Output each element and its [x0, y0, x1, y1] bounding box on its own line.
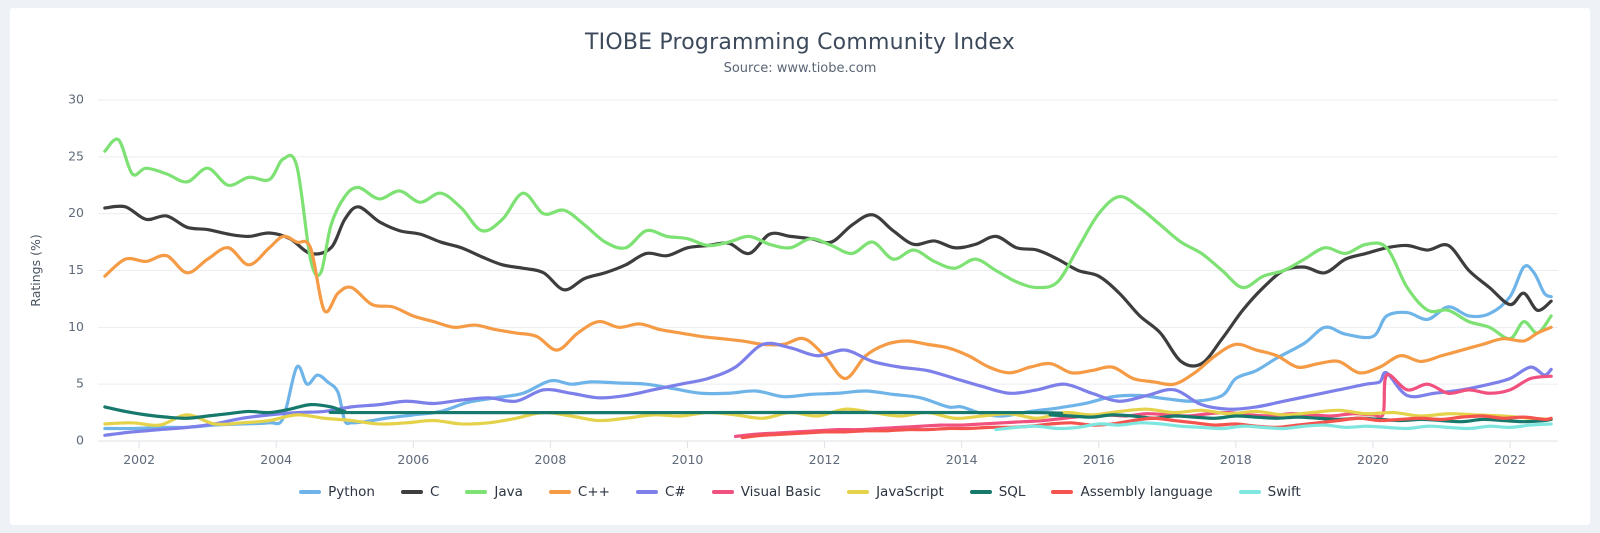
- x-axis-tick-label: 2014: [946, 452, 978, 467]
- y-axis-tick-label: 10: [68, 319, 84, 334]
- legend-swatch-icon: [1051, 490, 1074, 494]
- legend-swatch-icon: [635, 490, 658, 494]
- legend-label: JavaScript: [876, 484, 944, 500]
- y-axis-tick-label: 15: [68, 262, 84, 277]
- chart-legend: Python C Java C++ C# Visual Basic JavaScript SQ…: [10, 484, 1590, 500]
- x-axis-tick-label: 2002: [123, 452, 155, 467]
- legend-item-c[interactable]: C: [400, 484, 440, 500]
- series-line-swift[interactable]: [994, 421, 1553, 432]
- y-axis-tick-label: 0: [76, 433, 84, 448]
- series-group: [103, 137, 1553, 440]
- chart-subtitle: Source: www.tiobe.com: [723, 61, 877, 76]
- legend-item-java[interactable]: Java: [465, 484, 523, 500]
- legend-label: Python: [328, 484, 375, 500]
- legend-swatch-icon: [1238, 490, 1261, 494]
- legend-label: C#: [664, 484, 686, 500]
- legend-item-swift[interactable]: Swift: [1238, 484, 1301, 500]
- x-axis-tick-label: 2020: [1357, 452, 1389, 467]
- legend-swatch-icon: [400, 490, 423, 494]
- y-axis-tick-label: 30: [68, 92, 84, 107]
- series-line-java[interactable]: [103, 137, 1553, 341]
- legend-label: Visual Basic: [740, 484, 822, 500]
- chart-title: TIOBE Programming Community Index: [585, 30, 1015, 55]
- plot-area: 0 5 10 15 20 25 30 2002 2004 2006 2008 2010 2012 2014…: [10, 8, 1590, 525]
- x-axis-tick-label: 2016: [1083, 452, 1115, 467]
- x-axis-tick-label: 2008: [534, 452, 566, 467]
- legend-label: Java: [494, 484, 523, 500]
- legend-swatch-icon: [465, 490, 488, 494]
- y-axis-tick-label: 20: [68, 205, 84, 220]
- legend-label: Swift: [1267, 484, 1301, 500]
- x-axis-tick-label: 2022: [1494, 452, 1526, 467]
- legend-item-python[interactable]: Python: [299, 484, 375, 500]
- legend-item-c-[interactable]: C++: [548, 484, 610, 500]
- legend-swatch-icon: [969, 490, 992, 494]
- x-axis-tick-label: 2004: [260, 452, 292, 467]
- series-line-c[interactable]: [103, 204, 1553, 368]
- series-line-assembly-language[interactable]: [740, 414, 1553, 440]
- x-axis-tick-label: 2006: [397, 452, 429, 467]
- x-axis-tick-label: 2018: [1220, 452, 1252, 467]
- legend-label: C: [429, 484, 440, 500]
- x-axis-tick-label: 2010: [672, 452, 704, 467]
- series-line-visual-basic[interactable]: [733, 372, 1553, 439]
- line-chart[interactable]: 0 5 10 15 20 25 30 2002 2004 2006 2008 2010 2012 2014…: [10, 8, 1590, 525]
- legend-item-c-[interactable]: C#: [635, 484, 686, 500]
- legend-label: C++: [577, 484, 610, 500]
- legend-swatch-icon: [847, 490, 870, 494]
- chart-card: TIOBE Programming Community Index Source…: [10, 8, 1590, 525]
- y-axis-tick-label: 25: [68, 148, 84, 163]
- legend-item-assembly-language[interactable]: Assembly language: [1051, 484, 1213, 500]
- series-line-c-[interactable]: [103, 234, 1553, 387]
- series-line-c-[interactable]: [103, 341, 1553, 437]
- y-axis-title: Ratings (%): [28, 234, 43, 306]
- legend-item-sql[interactable]: SQL: [969, 484, 1026, 500]
- legend-label: SQL: [998, 484, 1026, 500]
- legend-item-javascript[interactable]: JavaScript: [847, 484, 944, 500]
- y-axis-tick-label: 5: [76, 376, 84, 391]
- legend-swatch-icon: [548, 490, 571, 494]
- legend-swatch-icon: [299, 490, 322, 494]
- x-axis-tick-label: 2012: [809, 452, 841, 467]
- legend-item-visual-basic[interactable]: Visual Basic: [711, 484, 822, 500]
- series-line-python[interactable]: [103, 264, 1553, 431]
- legend-swatch-icon: [711, 490, 734, 494]
- legend-label: Assembly language: [1080, 484, 1213, 500]
